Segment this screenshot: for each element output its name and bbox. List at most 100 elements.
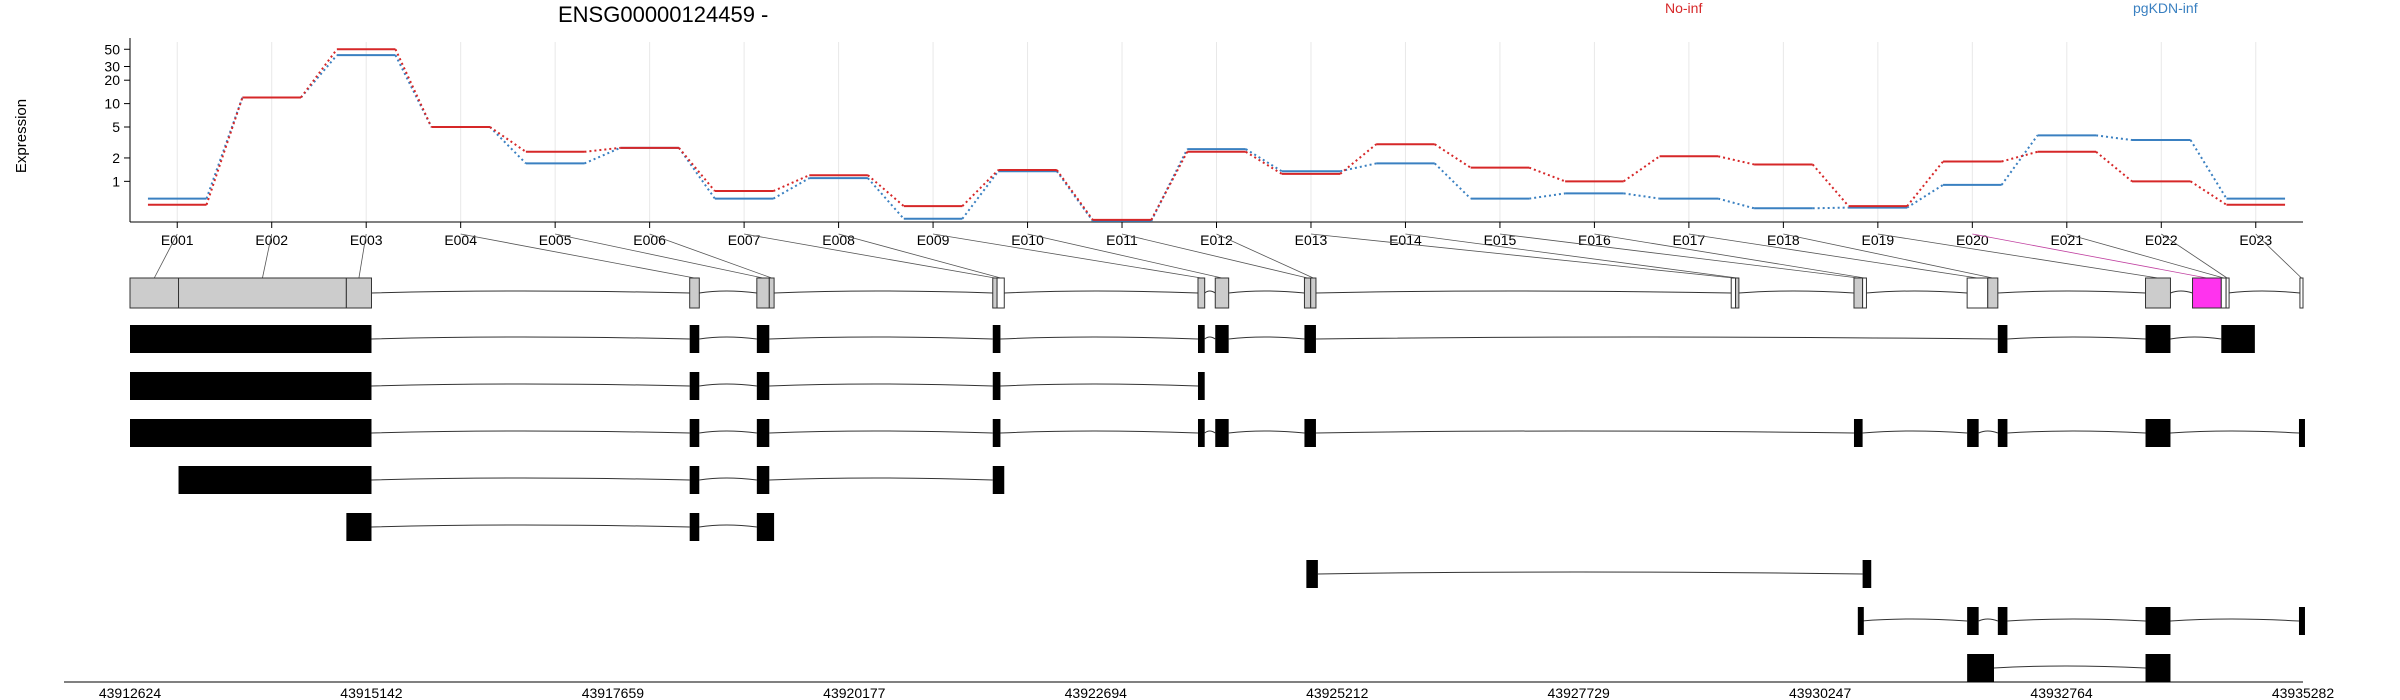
exon-bin-e019: [2145, 277, 2171, 309]
bin-connector: [2066, 233, 2224, 279]
intron-line: [371, 477, 690, 481]
intron-line: [2227, 290, 2300, 294]
intron-line: [1204, 290, 1216, 294]
exon-bin-e022: [2225, 277, 2230, 309]
transcript-exon: [756, 325, 770, 353]
data-connector: [1529, 192, 1566, 200]
data-connector: [1717, 197, 1755, 210]
transcript-exon: [2145, 419, 2171, 447]
intron-line: [371, 336, 690, 340]
bin-connector: [838, 233, 1001, 279]
intron-line: [699, 477, 757, 481]
intron-line: [371, 430, 690, 434]
data-connector: [300, 48, 338, 99]
transcript-exon: [130, 419, 372, 447]
x-tick-label-e006: E006: [633, 232, 666, 248]
intron-line: [699, 290, 757, 294]
x-tick-label-e007: E007: [728, 232, 761, 248]
chart-title: ENSG00000124459 -: [558, 2, 768, 27]
data-connector: [772, 177, 810, 200]
data-connector: [394, 54, 433, 128]
x-tick-label-e019: E019: [1861, 232, 1894, 248]
y-tick-label: 30: [104, 59, 120, 75]
transcript-exon: [1215, 325, 1229, 353]
intron-line: [1978, 618, 1999, 622]
data-connector: [961, 170, 1000, 220]
intron-line: [2170, 430, 2299, 434]
data-connector: [2189, 139, 2228, 200]
genomic-tick-label: 43925212: [1306, 685, 1369, 700]
data-connector: [678, 147, 716, 200]
x-tick-label-e016: E016: [1578, 232, 1611, 248]
data-connector: [1812, 206, 1849, 210]
bin-connector: [1688, 233, 1978, 279]
data-connector: [205, 97, 244, 206]
exon-bin-e006: [768, 277, 775, 309]
y-tick-label: 5: [112, 119, 120, 135]
transcript-exon: [1862, 560, 1872, 588]
transcript-exon: [992, 372, 1001, 400]
data-connector: [1623, 155, 1661, 183]
transcript-exon: [1967, 607, 1979, 635]
transcript-exon: [1197, 419, 1205, 447]
bin-connector: [1405, 233, 1738, 279]
transcript-exon: [689, 466, 700, 494]
bin-connector: [1499, 233, 1859, 279]
bin-connector: [649, 233, 772, 279]
data-connector: [1245, 148, 1283, 173]
bin-connector: [1594, 233, 1865, 279]
transcript-exon: [992, 419, 1001, 447]
bin-connector: [555, 233, 764, 279]
intron-line: [769, 336, 993, 340]
x-tick-label-e023: E023: [2239, 232, 2272, 248]
bin-connector: [262, 233, 273, 279]
exon-bin-e020: [2192, 277, 2222, 309]
transcript-exon: [2298, 607, 2305, 635]
bin-connector: [1783, 233, 1993, 279]
bin-connector: [1027, 233, 1223, 279]
data-connector: [205, 97, 244, 199]
bin-connector: [1121, 233, 1308, 279]
data-connector: [2001, 150, 2038, 163]
exon-bin-e015: [1853, 277, 1864, 309]
intron-line: [774, 290, 993, 294]
x-tick-label-e022: E022: [2145, 232, 2178, 248]
data-connector: [1245, 150, 1283, 175]
data-connector: [1528, 166, 1566, 183]
intron-line: [1315, 290, 1732, 294]
transcript-exon: [1857, 607, 1864, 635]
bin-connector: [460, 233, 695, 279]
data-connector: [961, 169, 999, 207]
intron-line: [1204, 430, 1216, 434]
transcript-exon: [2145, 607, 2171, 635]
exon-bin-e002: [178, 277, 347, 309]
data-connector: [300, 54, 338, 99]
genomic-tick-label: 43912624: [99, 685, 162, 700]
data-connector: [867, 174, 905, 207]
data-connector: [1906, 160, 1944, 207]
x-tick-label-e002: E002: [255, 232, 288, 248]
series-no-inf: [147, 48, 2286, 221]
x-tick-label-e013: E013: [1295, 232, 1328, 248]
bin-connector: [1216, 233, 1314, 279]
intron-line: [1738, 290, 1855, 294]
data-connector: [394, 48, 433, 128]
transcript-exon: [178, 466, 372, 494]
intron-line: [2007, 336, 2146, 340]
x-tick-label-e004: E004: [444, 232, 477, 248]
intron-line: [1004, 290, 1199, 294]
intron-line: [371, 383, 690, 387]
transcript-exon: [689, 419, 700, 447]
data-connector: [2000, 134, 2039, 186]
data-connector: [584, 146, 621, 165]
intron-line: [1862, 430, 1968, 434]
genomic-tick-label: 43932764: [2030, 685, 2093, 700]
exon-bin-e008: [996, 277, 1005, 309]
transcript-exon: [689, 325, 700, 353]
genomic-tick-label: 43917659: [582, 685, 645, 700]
exon-bin-e003: [345, 277, 372, 309]
y-axis-label: Expression: [13, 99, 30, 173]
data-connector: [489, 126, 527, 153]
intron-line: [1228, 290, 1305, 294]
transcript-row: [130, 372, 1205, 400]
